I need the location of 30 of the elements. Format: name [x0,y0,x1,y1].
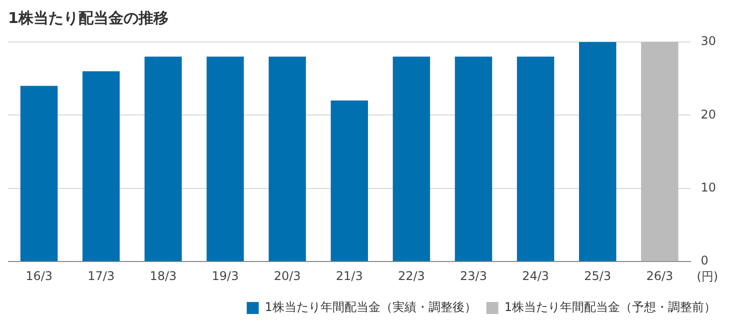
bar [579,42,616,262]
legend-label: 1株当たり年間配当金（実績・調整後） [264,300,476,314]
y-tick-label: 10 [700,180,716,195]
x-tick-label: 22/3 [398,268,425,283]
x-tick-label: 20/3 [274,268,301,283]
bar [454,56,492,262]
x-tick-label: 21/3 [336,268,363,283]
y-tick-label: 0 [700,254,708,268]
y-tick-label: 20 [700,107,716,122]
x-tick-label: 16/3 [26,268,53,283]
x-tick-label: 19/3 [212,268,239,283]
bar [330,100,368,262]
legend-label: 1株当たり年間配当金（予想・調整前） [504,300,716,314]
bar [206,56,244,262]
x-tick-label: 18/3 [150,268,177,283]
bar [516,56,554,262]
bar [392,56,430,262]
bar [641,42,678,262]
x-tick-label: 25/3 [584,268,612,283]
y-tick-label: 30 [700,34,716,48]
bar [82,71,120,262]
x-tick-label: 24/3 [522,268,550,283]
bar [20,86,58,262]
y-axis-title: (円) [696,270,718,284]
x-tick-label: 17/3 [88,268,115,283]
x-tick-label: 26/3 [646,268,674,283]
bar [268,56,306,262]
chart-title: 1株当たり配当金の推移 [8,8,168,27]
bar [144,56,182,262]
x-tick-label: 23/3 [460,268,487,283]
